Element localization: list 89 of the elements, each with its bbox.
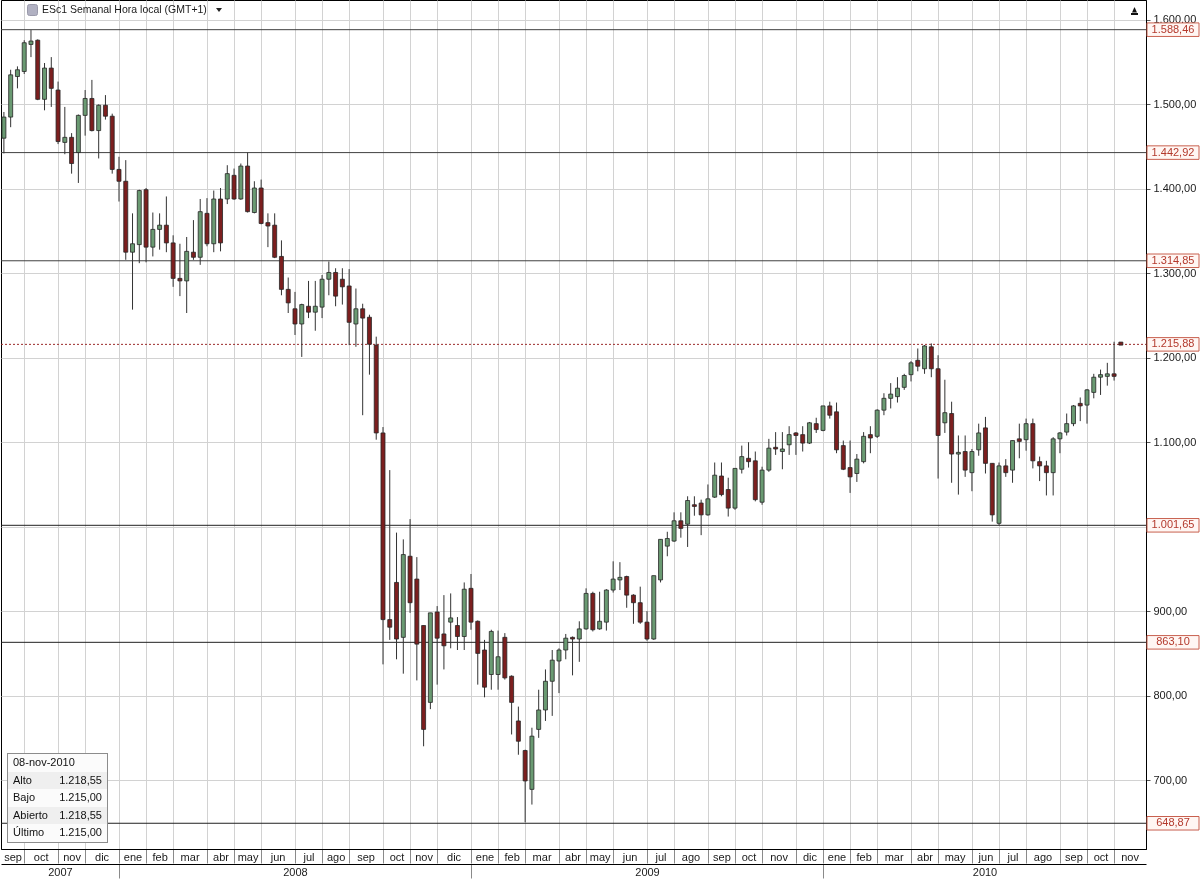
y-tick-label: 1.100,00 xyxy=(1153,435,1197,448)
info-box: 08-nov-2010 Alto 1.218,55 Bajo 1.215,00 Abierto 1.218,55 Último 1.215,00 xyxy=(7,753,108,843)
candlestick xyxy=(333,267,338,307)
x-tick-label: oct xyxy=(389,850,405,863)
x-tick-label: jun xyxy=(977,850,994,863)
candlestick xyxy=(306,280,311,319)
candlestick xyxy=(719,462,724,497)
y-tick-label: 1.500,00 xyxy=(1153,97,1197,110)
ref-line-label: 1.001,65 xyxy=(1151,518,1195,531)
candlestick xyxy=(191,219,196,261)
x-tick-label: oct xyxy=(741,850,757,863)
x-tick-label: jul xyxy=(302,850,315,863)
candlestick xyxy=(15,65,20,89)
candlestick xyxy=(712,462,718,499)
y-tick-label: 900,00 xyxy=(1153,604,1188,617)
candlestick xyxy=(922,344,927,375)
x-tick-label: mar xyxy=(180,850,200,863)
x-tick-label: nov xyxy=(415,850,434,863)
ref-line-label: 1.314,85 xyxy=(1151,253,1195,266)
y-tick-label: 700,00 xyxy=(1153,773,1188,786)
x-tick-label: dic xyxy=(95,850,110,863)
candlestick xyxy=(48,56,54,108)
x2-tick-label: 2009 xyxy=(635,865,660,878)
x-tick-label: feb xyxy=(856,850,872,863)
candlestick xyxy=(515,706,521,756)
y-tick-label: 800,00 xyxy=(1153,689,1188,702)
x-tick-label: abr xyxy=(565,850,582,863)
candlestick xyxy=(157,212,162,251)
x-tick-label: oct xyxy=(33,850,49,863)
x-tick-label: dic xyxy=(447,850,462,863)
x-tick-label: nov xyxy=(770,850,789,863)
x2-tick-label: 2010 xyxy=(972,865,998,878)
x-tick-label: feb xyxy=(504,850,520,863)
x-tick-label: jul xyxy=(654,850,667,863)
x-tick-label: dic xyxy=(802,850,818,863)
x-tick-label: may xyxy=(589,850,611,863)
x-tick-label: ago xyxy=(681,850,701,863)
candlestick xyxy=(746,441,751,469)
x-tick-label: may xyxy=(237,850,259,863)
x-tick-label: ene xyxy=(123,850,143,863)
x2-tick-label: 2008 xyxy=(283,865,308,878)
candlestick xyxy=(779,431,785,470)
x2-tick-label: 2007 xyxy=(48,865,73,878)
candlestick xyxy=(285,277,291,314)
annotation: Abierto 1.218,55 xyxy=(13,807,102,823)
x-tick-label: sep xyxy=(4,850,22,863)
candlestick xyxy=(1098,369,1103,396)
ref-line-label: 863,10 xyxy=(1156,635,1190,648)
candlestick xyxy=(103,94,108,121)
candlestick xyxy=(773,431,779,456)
candlestick xyxy=(867,425,873,454)
candlestick xyxy=(1043,460,1049,496)
candlestick xyxy=(631,593,636,625)
x-tick-label: may xyxy=(944,850,966,863)
x-tick-label: mar xyxy=(884,850,904,863)
candlestick xyxy=(130,212,135,311)
candlestick xyxy=(536,689,542,739)
chart-title: ESc1 Semanal Hora local (GMT+1) xyxy=(42,3,207,15)
x-tick-label: nov xyxy=(1121,850,1140,863)
x-tick-label: ago xyxy=(326,850,346,863)
x-tick-label: nov xyxy=(63,850,82,863)
x-tick-label: jun xyxy=(269,850,286,863)
x-tick-label: abr xyxy=(917,850,934,863)
x-tick-label: jul xyxy=(1006,850,1019,863)
candlestick xyxy=(1071,404,1076,427)
x-tick-label: abr xyxy=(213,850,230,863)
x-tick-label: ene xyxy=(827,850,847,863)
candlestick xyxy=(895,376,900,404)
x-tick-label: ene xyxy=(475,850,495,863)
annotation: 08-nov-2010 xyxy=(12,755,76,770)
candlestick xyxy=(597,591,603,631)
x-tick-label: jun xyxy=(621,850,638,863)
x-tick-label: sep xyxy=(1065,850,1083,863)
x-tick-label: oct xyxy=(1093,850,1109,863)
candlestick xyxy=(955,434,961,496)
x-tick-label: sep xyxy=(357,850,375,863)
candlestick xyxy=(1037,456,1043,482)
x-tick-label: feb xyxy=(152,850,168,863)
y-tick-label: 1.400,00 xyxy=(1153,182,1197,195)
y-tick-label: 1.200,00 xyxy=(1153,351,1197,364)
x-tick-label: mar xyxy=(532,850,552,863)
ref-line-label: 1.215,88 xyxy=(1151,337,1195,350)
x-tick-label: ago xyxy=(1033,850,1053,863)
y-tick-label: 1.300,00 xyxy=(1153,266,1197,279)
ref-line-label: 1.442,92 xyxy=(1151,145,1195,158)
ref-line-label: 648,87 xyxy=(1156,816,1190,829)
x-tick-label: sep xyxy=(713,850,731,863)
candlestick xyxy=(976,423,982,457)
candlestick xyxy=(691,495,697,517)
